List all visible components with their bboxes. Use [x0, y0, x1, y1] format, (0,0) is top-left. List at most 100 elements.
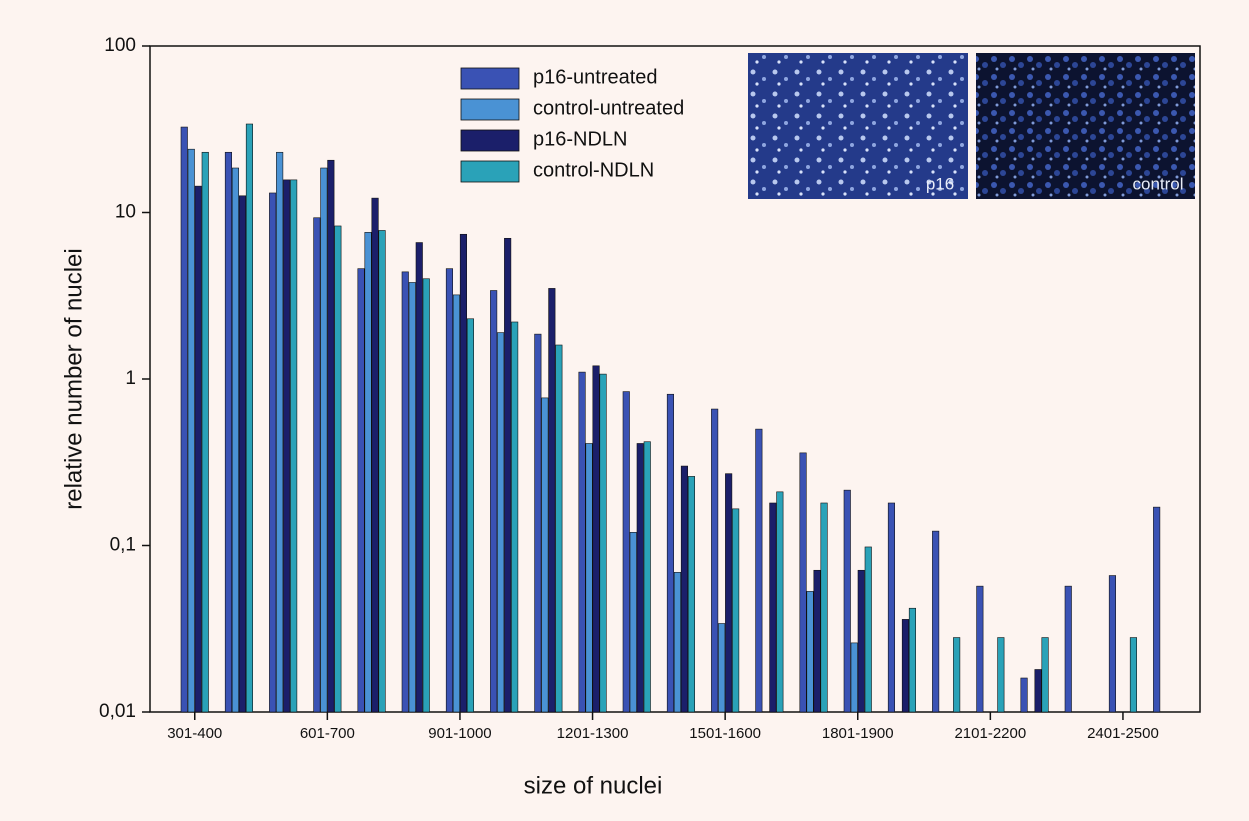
bar: [1108, 575, 1116, 713]
bar: [1034, 669, 1042, 713]
bar: [422, 278, 430, 713]
bar: [334, 225, 342, 713]
bar: [843, 489, 851, 713]
x-tick-label: 2401-2500: [1087, 725, 1159, 742]
bar: [578, 371, 586, 713]
bar: [378, 230, 386, 713]
bar: [534, 333, 542, 713]
bar: [776, 491, 784, 713]
inset-image: [976, 53, 1195, 199]
bar: [224, 151, 232, 713]
bar: [585, 443, 593, 713]
bar: [953, 637, 961, 713]
bar: [718, 623, 726, 713]
bar: [711, 408, 719, 713]
bar: [908, 607, 917, 713]
bar: [371, 197, 379, 713]
bar: [857, 569, 865, 713]
bar: [445, 268, 454, 713]
bar: [976, 585, 984, 713]
bar: [725, 473, 733, 713]
x-tick-label: 301-400: [167, 725, 222, 742]
bar: [180, 126, 188, 713]
bar: [732, 508, 740, 713]
bar: [887, 502, 896, 713]
bar: [541, 397, 549, 713]
bar: [997, 637, 1005, 713]
bar: [497, 332, 505, 713]
legend-label: p16-untreated: [533, 66, 658, 88]
bar: [1129, 637, 1137, 713]
bar: [1041, 637, 1049, 713]
bar: [245, 123, 253, 713]
bar: [466, 318, 475, 713]
bar: [357, 268, 365, 713]
bar: [901, 619, 910, 713]
inset-image: [748, 53, 968, 199]
bar: [290, 179, 298, 713]
bar: [666, 393, 675, 713]
x-tick-label: 1801-1900: [822, 725, 894, 742]
bar: [269, 192, 277, 713]
legend-swatch: [460, 160, 520, 183]
bar: [364, 232, 372, 713]
x-tick-label: 2101-2200: [954, 725, 1026, 742]
bar: [622, 391, 630, 713]
x-tick-label: 1501-1600: [689, 725, 761, 742]
bar: [548, 288, 556, 713]
bar: [813, 569, 821, 713]
bar: [755, 428, 763, 713]
bar: [806, 591, 814, 713]
y-tick-label: 0,01: [99, 701, 136, 722]
bar: [187, 148, 195, 713]
bar: [194, 185, 202, 713]
bar: [643, 441, 651, 713]
y-tick-label: 0,1: [110, 535, 136, 556]
legend-label: p16-NDLN: [533, 128, 627, 150]
bar: [769, 502, 777, 713]
bar: [238, 195, 246, 713]
bar: [231, 167, 239, 713]
bar: [327, 159, 335, 713]
bar: [313, 217, 321, 713]
bar: [401, 271, 409, 713]
y-tick-label: 10: [115, 202, 136, 223]
inset-label: p16: [926, 174, 954, 193]
bar: [687, 476, 696, 713]
bar: [932, 530, 940, 713]
bar: [283, 179, 291, 713]
bar: [459, 233, 468, 713]
bar: [592, 365, 600, 713]
bar: [490, 290, 498, 713]
inset-label: control: [1132, 174, 1183, 193]
bar: [408, 282, 416, 713]
bar: [320, 167, 328, 713]
bar: [850, 642, 858, 713]
x-tick-label: 1201-1300: [557, 725, 629, 742]
x-tick-label: 601-700: [300, 725, 355, 742]
bar: [276, 151, 284, 713]
bar: [629, 532, 637, 713]
legend-label: control-NDLN: [533, 159, 654, 181]
legend-swatch: [460, 129, 520, 152]
y-axis-label: relative number of nuclei: [60, 248, 87, 509]
bar: [680, 465, 689, 713]
bar: [201, 151, 209, 713]
x-axis-label: size of nuclei: [524, 772, 663, 799]
bar: [1020, 677, 1028, 713]
x-tick-label: 901-1000: [428, 725, 491, 742]
bar: [452, 294, 461, 713]
bar: [511, 321, 519, 713]
bar: [636, 443, 644, 713]
bar: [673, 572, 682, 713]
bar: [555, 344, 563, 713]
bar: [799, 452, 807, 713]
legend-label: control-untreated: [533, 97, 684, 119]
bar: [1064, 585, 1072, 713]
bar: [1153, 506, 1161, 713]
bar: [864, 546, 872, 713]
legend-swatch: [460, 67, 520, 90]
bar: [504, 237, 512, 713]
bar: [415, 242, 423, 713]
